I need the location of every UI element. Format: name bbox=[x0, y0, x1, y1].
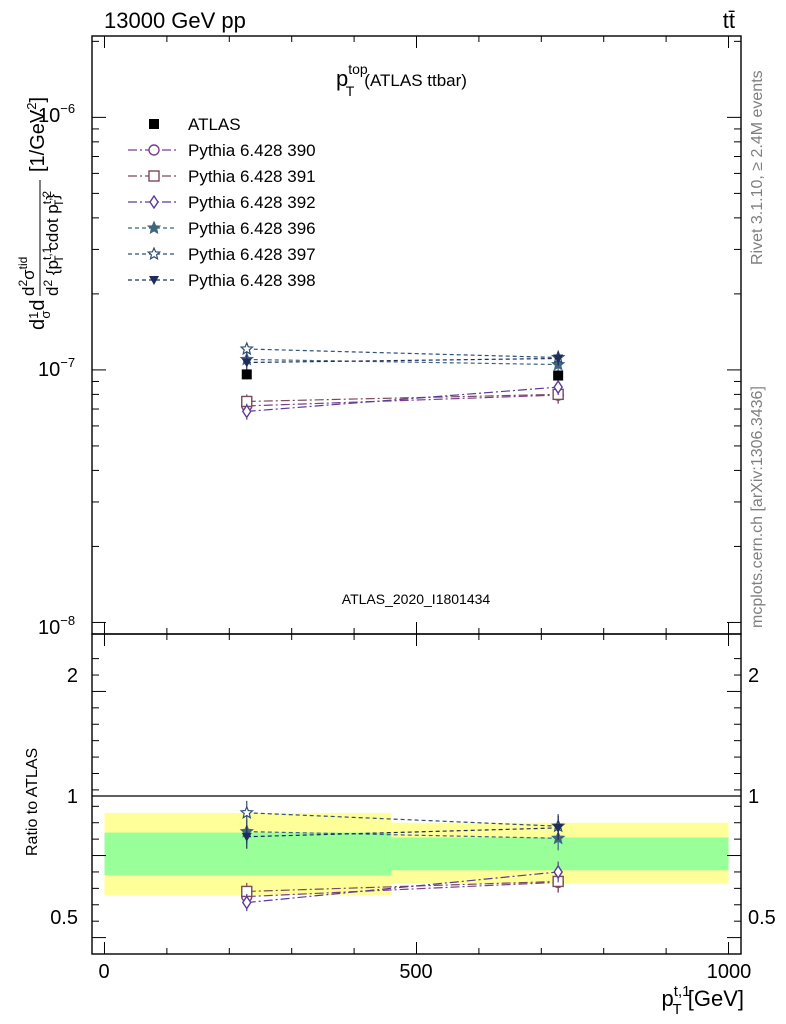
legend-label: Pythia 6.428 397 bbox=[188, 245, 316, 264]
ratio-tick-2-right: 2 bbox=[748, 665, 759, 687]
data-point bbox=[241, 404, 252, 419]
data-point bbox=[239, 341, 255, 356]
xtick-500: 500 bbox=[399, 961, 432, 983]
legend-entry-2: Pythia 6.428 391 bbox=[128, 167, 316, 186]
legend-label: Pythia 6.428 392 bbox=[188, 193, 316, 212]
ratio-tick-2-left: 2 bbox=[67, 665, 78, 687]
process-label: tt̄ bbox=[723, 8, 735, 33]
data-point bbox=[553, 379, 563, 395]
ratio-line bbox=[246, 871, 559, 904]
legend-label: Pythia 6.428 390 bbox=[188, 141, 316, 160]
series-line bbox=[246, 348, 559, 359]
atlas-data bbox=[241, 369, 564, 381]
axis-ticks bbox=[92, 36, 741, 954]
ratio-tick-05-left: 0.5 bbox=[50, 907, 78, 929]
atlas-point bbox=[553, 370, 564, 381]
legend-entry-6: Pythia 6.428 398 bbox=[128, 271, 316, 290]
svg-text:d2 {pt,1T cdot pt,2T}: d2 {pt,1T cdot pt,2T} bbox=[40, 191, 66, 296]
analysis-watermark: ATLAS_2020_I1801434 bbox=[342, 591, 491, 607]
uncertainty-bands bbox=[104, 812, 729, 895]
legend-label: Pythia 6.428 391 bbox=[188, 167, 316, 186]
ratio-tick-1-left: 1 bbox=[67, 786, 78, 808]
legend-entry-0: ATLAS bbox=[149, 115, 241, 134]
ratio-point bbox=[241, 895, 252, 910]
atlas-point bbox=[241, 369, 252, 380]
legend: ATLAS Pythia 6.428 390 Pythia 6.428 391 Pyt… bbox=[128, 115, 316, 290]
lower-y-axis-label: Ratio to ATLAS bbox=[24, 748, 41, 856]
series-line bbox=[246, 394, 559, 407]
legend-marker bbox=[146, 220, 162, 235]
svg-text:[1/GeV2]: [1/GeV2] bbox=[24, 97, 49, 172]
x-axis-label: pt,1 T [GeV] bbox=[662, 983, 744, 1018]
series-line bbox=[246, 358, 559, 366]
plot-title: ptop T(ATLAS ttbar) bbox=[336, 61, 467, 99]
data-point bbox=[553, 354, 564, 364]
band-inner-0 bbox=[104, 832, 392, 876]
ratio-line bbox=[246, 831, 559, 839]
legend-marker bbox=[149, 276, 159, 285]
upper-y-axis-label: d1σd d2σtid d2 {pt,1T cdot pt,2T} [1/GeV… bbox=[16, 97, 66, 330]
ytick-1e-6: 10−6 bbox=[38, 101, 75, 127]
legend-marker bbox=[149, 119, 159, 129]
legend-entry-4: Pythia 6.428 396 bbox=[128, 219, 316, 238]
data-point bbox=[241, 358, 252, 368]
ytick-1e-8: 10−8 bbox=[38, 613, 75, 639]
energy-label: 13000 GeV pp bbox=[104, 8, 246, 33]
ratio-point bbox=[553, 823, 564, 833]
legend-marker bbox=[148, 170, 160, 182]
ratio-line bbox=[246, 880, 559, 893]
band-inner-1 bbox=[391, 837, 729, 871]
legend-entry-1: Pythia 6.428 390 bbox=[128, 141, 316, 160]
series-line bbox=[246, 357, 559, 364]
series-line bbox=[246, 393, 559, 403]
series-2 bbox=[241, 379, 563, 912]
legend-entry-5: Pythia 6.428 397 bbox=[128, 245, 316, 264]
ytick-1e-7: 10−7 bbox=[38, 355, 75, 381]
legend-marker bbox=[146, 246, 162, 261]
rivet-version-label: Rivet 3.1.10, ≥ 2.4M events bbox=[749, 70, 766, 265]
ratio-tick-05-right: 0.5 bbox=[748, 907, 776, 929]
xtick-1000: 1000 bbox=[707, 961, 752, 983]
svg-text:d2σtid: d2σtid bbox=[16, 257, 38, 296]
ratio-line bbox=[246, 812, 559, 827]
ratio-line bbox=[246, 827, 559, 838]
svg-text:d1σd: d1σd bbox=[26, 299, 53, 330]
ratio-point bbox=[239, 805, 255, 819]
lower-panel-frame bbox=[91, 633, 742, 955]
legend-entry-3: Pythia 6.428 392 bbox=[128, 193, 316, 212]
ratio-line bbox=[246, 881, 559, 898]
mcplots-label: mcplots.cern.ch [arXiv:1306.3436] bbox=[749, 386, 766, 628]
series-line bbox=[246, 386, 559, 413]
legend-marker bbox=[149, 194, 159, 210]
ratio-tick-1-right: 1 bbox=[748, 786, 759, 808]
legend-label: ATLAS bbox=[188, 115, 241, 134]
ratio-point bbox=[553, 864, 563, 880]
legend-label: Pythia 6.428 398 bbox=[188, 271, 316, 290]
series-5 bbox=[241, 351, 564, 849]
ratio-point bbox=[241, 832, 252, 842]
series-layer bbox=[239, 341, 566, 912]
legend-label: Pythia 6.428 396 bbox=[188, 219, 316, 238]
xtick-0: 0 bbox=[98, 961, 109, 983]
legend-marker bbox=[148, 144, 160, 156]
